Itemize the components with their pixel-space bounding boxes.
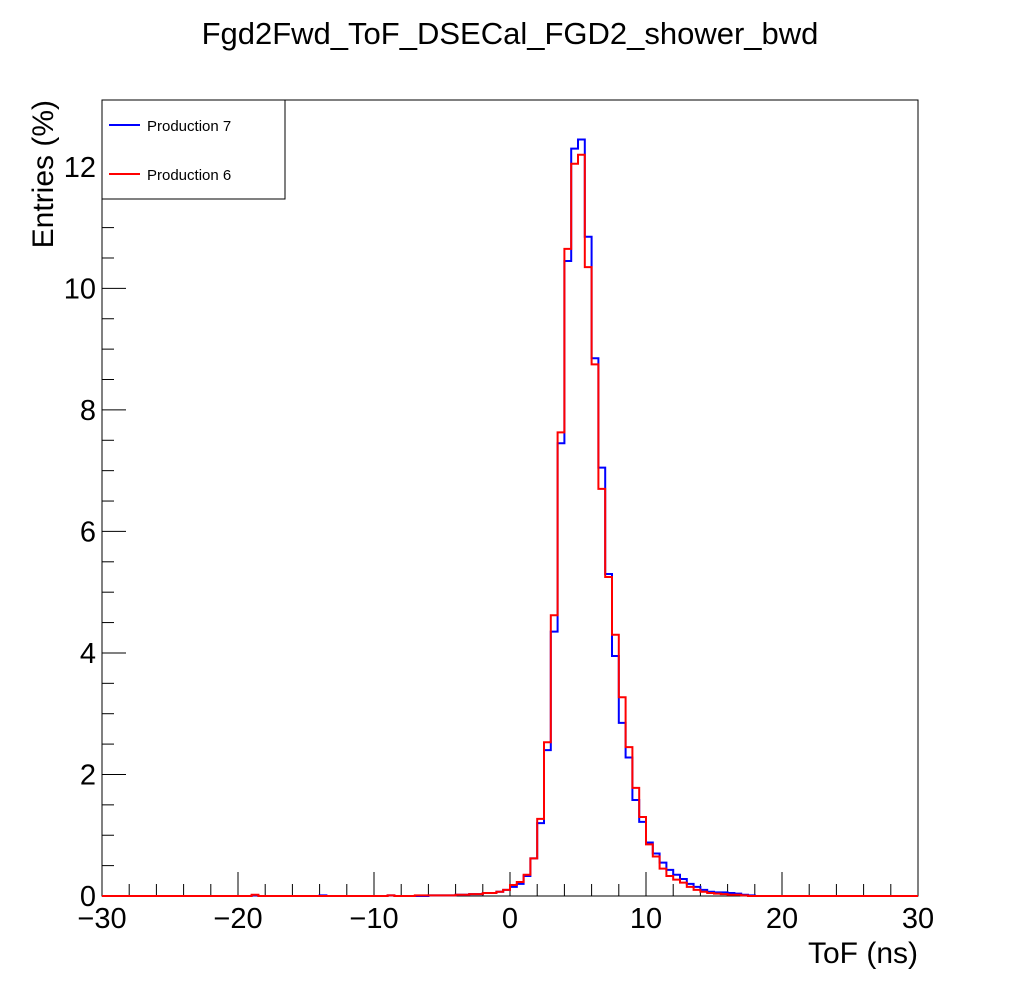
y-tick-label: 0: [80, 881, 96, 913]
chart-title: Fgd2Fwd_ToF_DSECal_FGD2_shower_bwd: [202, 16, 819, 51]
y-tick-label: 8: [80, 395, 96, 427]
y-axis-tick-labels: 0 2 4 6 8 10 12: [64, 152, 96, 913]
y-axis-ticks: [102, 105, 126, 897]
plot-frame: [101, 99, 919, 897]
legend-label-production-6: Production 6: [147, 167, 231, 184]
legend-box: [101, 99, 286, 200]
y-tick-label: 12: [64, 152, 96, 184]
legend: Production 7 Production 6: [101, 99, 286, 200]
x-tick-label: 20: [766, 903, 798, 935]
x-tick-label: −10: [349, 903, 398, 935]
y-tick-label: 6: [80, 516, 96, 548]
legend-label-production-7: Production 7: [147, 118, 231, 135]
x-tick-label: 30: [902, 903, 934, 935]
series-line-production-7: [102, 138, 918, 897]
y-tick-label: 2: [80, 759, 96, 791]
x-axis-ticks: [101, 872, 919, 896]
x-tick-label: −20: [213, 903, 262, 935]
x-tick-label: −30: [77, 903, 126, 935]
series-line-production-6: [102, 153, 918, 897]
series-lines: [102, 138, 918, 897]
y-tick-label: 4: [80, 638, 96, 670]
x-tick-label: 10: [630, 903, 662, 935]
x-axis-tick-labels: −30 −20 −10 0 10 20 30: [77, 903, 934, 935]
y-tick-label: 10: [64, 273, 96, 305]
x-axis-label: ToF (ns): [808, 937, 918, 970]
x-tick-label: 0: [502, 903, 518, 935]
y-axis-label: Entries (%): [27, 100, 60, 248]
